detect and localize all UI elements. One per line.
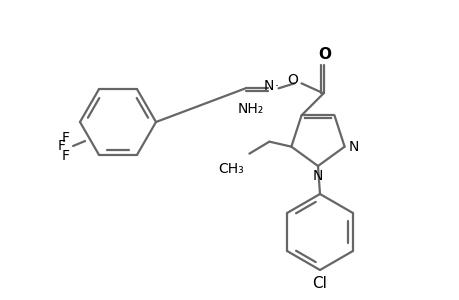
- Text: N: N: [263, 79, 273, 93]
- Text: CH₃: CH₃: [218, 162, 244, 176]
- Text: Cl: Cl: [312, 276, 327, 291]
- Text: ·: ·: [274, 80, 278, 93]
- Text: F: F: [62, 149, 70, 163]
- Text: F: F: [58, 139, 66, 153]
- Text: O: O: [317, 47, 330, 62]
- Text: NH₂: NH₂: [237, 102, 263, 116]
- Text: O: O: [287, 73, 298, 87]
- Text: F: F: [62, 131, 70, 145]
- Text: N: N: [348, 140, 358, 154]
- Text: N: N: [312, 169, 323, 183]
